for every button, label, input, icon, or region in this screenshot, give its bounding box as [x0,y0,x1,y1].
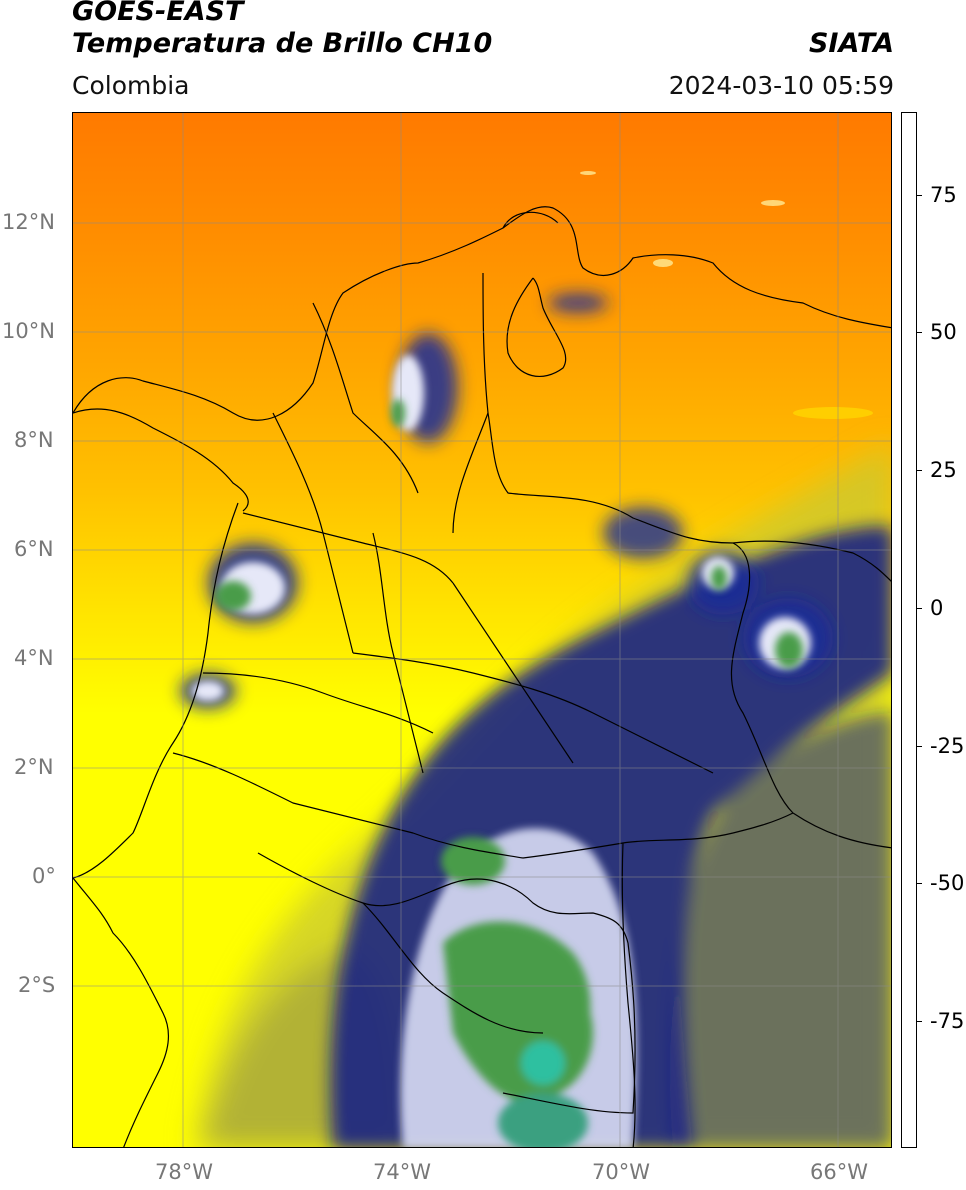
timestamp-label: 2024-03-10 05:59 [668,71,894,100]
colorbar-tick [917,883,922,885]
colorbar-label: -50 [930,871,965,896]
agency-label: SIATA [808,28,894,59]
lat-label: 4°N [14,646,54,670]
lat-label: 0° [32,864,56,888]
colorbar-label: 75 [930,182,957,207]
colorbar-tick [917,745,922,747]
lat-label: 2°N [14,755,54,779]
region-label: Colombia [72,71,190,100]
colorbar-label: -25 [930,733,965,758]
colorbar-tick [917,470,922,472]
lat-label: 10°N [2,319,55,343]
product-title: Temperatura de Brillo CH10 [72,28,493,59]
temperature-colorbar [901,112,917,1148]
graticule [73,113,891,1147]
colorbar-tick [917,607,922,609]
satellite-title: GOES-EAST [72,0,244,27]
lat-label: 8°N [14,428,54,452]
colorbar-tick [917,194,922,196]
colorbar-tick [917,1021,922,1023]
lat-label: 6°N [14,537,54,561]
lon-label: 66°W [810,1160,868,1184]
lon-label: 74°W [373,1160,431,1184]
country-borders [73,206,891,1147]
lat-label: 12°N [2,210,55,234]
colorbar-tick [917,332,922,334]
cloud-specks [580,171,873,419]
lat-label: 2°S [18,973,56,997]
satellite-map[interactable] [72,112,892,1148]
colorbar-label: 0 [930,595,944,620]
colorbar-label: 50 [930,320,957,345]
colorbar-label: -75 [930,1009,965,1034]
lon-label: 78°W [155,1160,213,1184]
map-canvas [73,113,891,1147]
colorbar-label: 25 [930,458,957,483]
lon-label: 70°W [592,1160,650,1184]
